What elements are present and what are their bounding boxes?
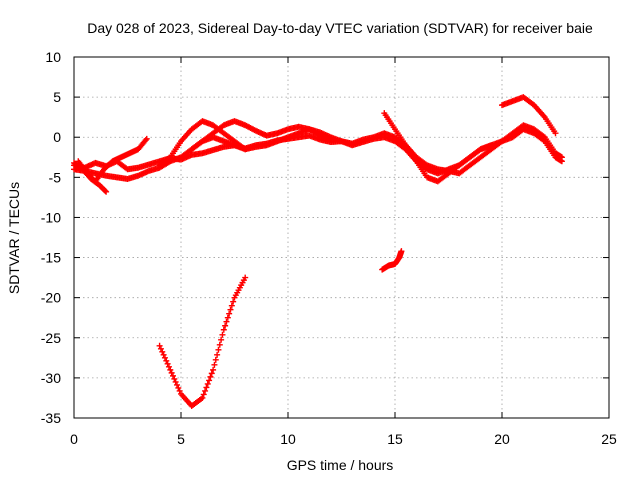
data-points [71, 94, 565, 409]
x-tick-label: 15 [387, 431, 403, 447]
y-tick-label: -30 [41, 370, 61, 386]
x-tick-label: 5 [177, 431, 185, 447]
data-point [214, 351, 221, 358]
series-track-b [71, 122, 565, 182]
chart-title: Day 028 of 2023, Sidereal Day-to-day VTE… [87, 20, 593, 36]
data-point [157, 345, 164, 352]
data-point [227, 306, 234, 313]
y-tick-label: -15 [41, 250, 61, 266]
data-point [161, 354, 168, 361]
data-point [558, 154, 565, 161]
data-point [159, 348, 166, 355]
data-point [226, 310, 233, 317]
data-point [327, 136, 334, 143]
series-track-j [379, 248, 405, 273]
axis-ticks [73, 56, 610, 419]
grid-lines [74, 57, 609, 418]
tick-labels: 0 5 10 15 20 25 -35 -30 -25 -20 -15 -10 -5 0 5 10 [41, 49, 617, 447]
x-axis-label: GPS time / hours [287, 457, 394, 473]
series-track-d [71, 159, 110, 195]
data-point [173, 381, 180, 388]
data-point [199, 394, 206, 401]
y-tick-label: 10 [45, 49, 61, 65]
y-tick-label: -5 [49, 169, 62, 185]
data-point [223, 318, 230, 325]
data-point [165, 363, 172, 370]
data-point [103, 188, 110, 195]
data-point [172, 378, 179, 385]
data-point [160, 351, 167, 358]
y-tick-label: 0 [53, 129, 61, 145]
data-point [169, 372, 176, 379]
y-tick-label: -35 [41, 410, 61, 426]
data-point [242, 274, 249, 281]
series-track-h [499, 94, 559, 137]
y-tick-label: -20 [41, 290, 61, 306]
y-tick-label: -25 [41, 330, 61, 346]
data-point [168, 369, 175, 376]
data-point [206, 377, 213, 384]
data-point [220, 326, 227, 333]
data-point [202, 387, 209, 394]
y-tick-label: -10 [41, 209, 61, 225]
series-track-f [188, 118, 334, 153]
data-point [222, 322, 229, 329]
data-point [211, 361, 218, 368]
series-track-i [156, 274, 249, 409]
plot-frame [73, 56, 610, 419]
data-point [203, 384, 210, 391]
data-point [143, 135, 150, 142]
data-point [398, 248, 405, 255]
data-point [163, 357, 170, 364]
data-point [164, 360, 171, 367]
series-track-e [156, 118, 249, 169]
data-point [208, 370, 215, 377]
x-tick-label: 25 [601, 431, 617, 447]
data-point [176, 387, 183, 394]
data-point [242, 146, 249, 153]
data-point [200, 391, 207, 398]
x-tick-label: 20 [494, 431, 510, 447]
data-point [175, 384, 182, 391]
data-point [156, 342, 163, 349]
data-point [102, 187, 109, 194]
data-point [218, 336, 225, 343]
series-track-g [381, 110, 495, 185]
data-point [216, 341, 223, 348]
y-tick-label: 5 [53, 89, 61, 105]
x-tick-label: 10 [280, 431, 296, 447]
data-point [488, 142, 495, 149]
data-point [228, 302, 235, 309]
data-point [215, 346, 222, 353]
data-point [230, 298, 237, 305]
data-point [224, 314, 231, 321]
data-point [212, 356, 219, 363]
data-point [204, 380, 211, 387]
data-point [210, 366, 217, 373]
data-point [167, 366, 174, 373]
y-axis-label: SDTVAR / TECUs [6, 182, 22, 294]
data-point [207, 373, 214, 380]
x-tick-label: 0 [70, 431, 78, 447]
data-point [171, 375, 178, 382]
data-point [219, 331, 226, 338]
data-point [552, 130, 559, 137]
